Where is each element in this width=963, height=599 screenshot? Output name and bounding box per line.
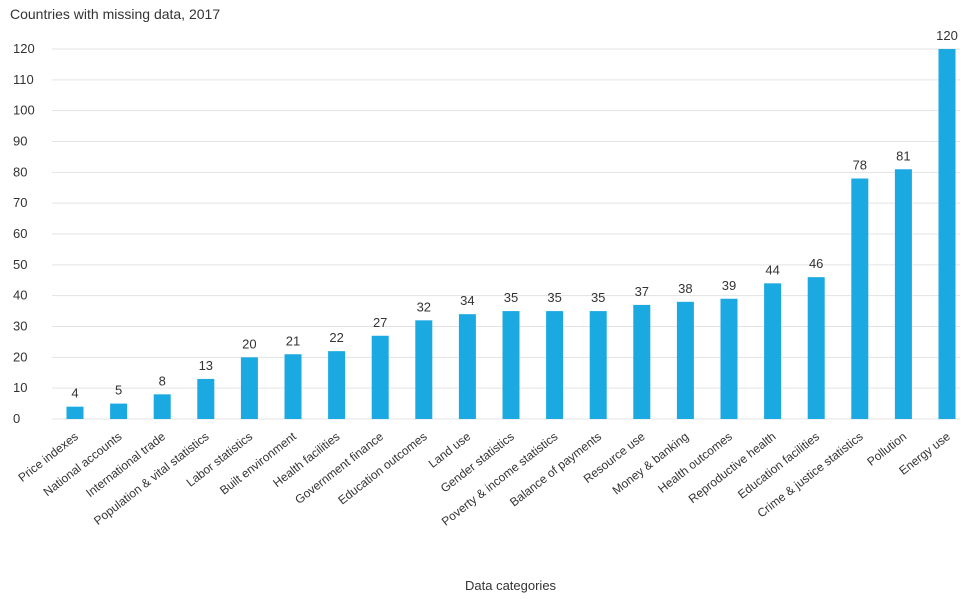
chart-title: Countries with missing data, 2017 xyxy=(10,6,221,22)
y-tick-label: 100 xyxy=(13,103,35,118)
bar-value-label: 4 xyxy=(71,386,78,401)
bar-value-label: 34 xyxy=(460,293,474,308)
bar-value-label: 78 xyxy=(853,158,867,173)
bar xyxy=(371,335,389,419)
y-tick-label: 90 xyxy=(13,134,27,149)
bar-value-label: 27 xyxy=(373,315,387,330)
bar xyxy=(764,283,782,419)
bar-value-label: 46 xyxy=(809,256,823,271)
y-tick-label: 20 xyxy=(13,349,27,364)
bar xyxy=(589,311,607,419)
category-label: Health outcomes xyxy=(655,429,735,495)
y-axis-ticks: 0 10 20 30 40 50 60 70 80 90 100 110 120 xyxy=(13,41,35,426)
bar-value-label: 5 xyxy=(115,383,122,398)
y-tick-label: 10 xyxy=(13,380,27,395)
bar xyxy=(938,49,956,419)
bar-value-label: 13 xyxy=(199,358,213,373)
category-label: Money & banking xyxy=(610,429,692,497)
y-tick-label: 50 xyxy=(13,257,27,272)
bar xyxy=(894,169,912,419)
bar-value-label: 8 xyxy=(159,373,166,388)
bar xyxy=(197,378,215,419)
value-labels: 4 5 8 13 20 21 22 27 32 34 35 35 35 37 38 39 44 46 78 81 120 xyxy=(71,28,957,401)
bar-value-label: 35 xyxy=(547,290,561,305)
bar-value-label: 39 xyxy=(722,278,736,293)
bar xyxy=(720,298,738,419)
bar xyxy=(458,314,476,419)
bar-value-label: 35 xyxy=(591,290,605,305)
bar xyxy=(502,311,520,419)
bar xyxy=(546,311,564,419)
bar xyxy=(415,320,433,419)
bar xyxy=(284,354,302,419)
y-tick-label: 0 xyxy=(13,411,20,426)
bar xyxy=(676,301,694,419)
bar-value-label: 44 xyxy=(765,262,779,277)
y-tick-label: 60 xyxy=(13,226,27,241)
bar-value-label: 81 xyxy=(896,148,910,163)
y-tick-label: 70 xyxy=(13,195,27,210)
bar xyxy=(633,304,651,419)
bar-value-label: 38 xyxy=(678,281,692,296)
bar xyxy=(807,277,825,419)
bars xyxy=(66,49,956,419)
bar xyxy=(328,351,346,419)
bar-value-label: 21 xyxy=(286,333,300,348)
bar-value-label: 32 xyxy=(417,299,431,314)
x-axis-label: Data categories xyxy=(465,578,557,593)
bar xyxy=(851,178,869,419)
bar xyxy=(110,403,128,419)
y-tick-label: 40 xyxy=(13,288,27,303)
bar xyxy=(66,406,84,419)
bar-value-label: 20 xyxy=(242,336,256,351)
y-tick-label: 120 xyxy=(13,41,35,56)
bar xyxy=(240,357,258,419)
bar-value-label: 22 xyxy=(329,330,343,345)
y-tick-label: 30 xyxy=(13,319,27,334)
category-label: Built environment xyxy=(217,429,299,498)
category-label: Gender statistics xyxy=(438,429,517,495)
bar-value-label: 120 xyxy=(936,28,958,43)
y-tick-label: 80 xyxy=(13,164,27,179)
bar xyxy=(153,394,171,419)
bar-value-label: 35 xyxy=(504,290,518,305)
y-tick-label: 110 xyxy=(13,72,34,87)
bar-value-label: 37 xyxy=(635,284,649,299)
